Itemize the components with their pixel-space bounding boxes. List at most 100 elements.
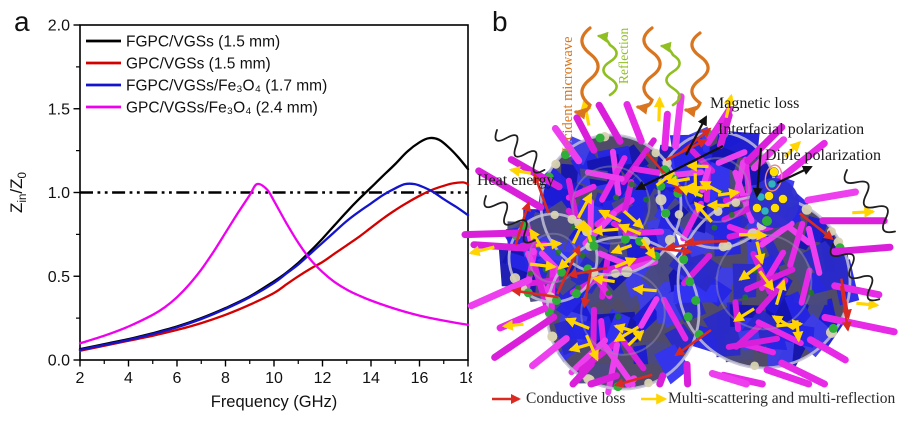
legend-label: GPC/VGSs (1.5 mm) xyxy=(126,56,271,73)
conductive-loss-arrow-icon xyxy=(798,212,834,241)
conductive-loss-arrow-icon xyxy=(679,127,712,154)
conductive-loss-arrow-icon xyxy=(840,285,852,332)
scatter-arrow-icon xyxy=(640,238,656,260)
vgs-rod xyxy=(605,342,620,396)
vgs-rod xyxy=(623,101,645,145)
conductive-loss-arrow-icon xyxy=(567,266,608,279)
fe3o4-dot xyxy=(635,236,645,246)
vgs-rod xyxy=(532,264,550,309)
scatter-arrow-icon xyxy=(783,140,802,158)
graphene-flake xyxy=(570,150,601,177)
heat-wave-icon xyxy=(843,169,896,234)
vgs-rod xyxy=(708,370,750,388)
microwave-wave-icon xyxy=(683,31,710,118)
vgs-rod xyxy=(715,149,748,166)
microwave-wave-icon xyxy=(635,26,662,115)
x-tick-label: 12 xyxy=(314,370,332,387)
fe3o4-dot xyxy=(579,252,586,259)
carbon-dot xyxy=(644,378,653,388)
x-tick-label: 4 xyxy=(124,370,133,387)
mechanism-illustration xyxy=(461,26,898,405)
scatter-arrow-icon xyxy=(610,243,633,255)
scatter-arrow-icon xyxy=(564,317,590,330)
interfacial-polarization-arrow-icon xyxy=(752,147,763,198)
fe3o4-dot xyxy=(661,208,671,218)
carbon-dot xyxy=(651,148,660,158)
scatter-arrow-icon xyxy=(723,93,735,119)
scatter-arrow-icon xyxy=(557,251,578,270)
scatter-arrow-icon xyxy=(623,209,645,229)
scatter-arrow-icon xyxy=(627,329,645,347)
conductive-loss-arrow-icon xyxy=(580,268,593,309)
y-axis-label-sub: 0 xyxy=(17,172,29,178)
scatter-arrow-icon xyxy=(571,220,585,244)
carbon-dot xyxy=(567,214,577,224)
scatter-arrow-icon xyxy=(655,171,675,187)
y-tick-label: 1.0 xyxy=(48,185,70,202)
scatter-arrow-icon xyxy=(852,206,876,218)
scatter-arrow-icon xyxy=(632,284,657,296)
dipole-charge-dot xyxy=(764,191,774,201)
scatter-arrow-icon xyxy=(529,228,545,251)
vgs-rod xyxy=(805,225,823,276)
fe3o4-dot xyxy=(685,277,695,287)
fe3o4-dot xyxy=(605,290,612,297)
carbon-dot xyxy=(664,234,676,246)
fe3o4-dot xyxy=(542,266,549,273)
scatter-arrow-icon xyxy=(617,223,642,236)
legend-label: FGPC/VGSs (1.5 mm) xyxy=(126,34,280,51)
fe3o4-dot xyxy=(612,194,619,201)
heat-wave-icon xyxy=(829,243,881,302)
vgs-rod xyxy=(787,220,806,269)
vgs-rod xyxy=(467,276,533,310)
heat-wave-icon xyxy=(494,129,546,174)
dipole-charge-dot xyxy=(760,206,770,216)
fe3o4-dot xyxy=(728,211,735,218)
legend-label: GPC/VGSs/Fe₃O₄ (2.4 mm) xyxy=(126,100,318,117)
fe3o4-dot xyxy=(711,224,718,231)
vgs-rod xyxy=(798,267,813,306)
vgs-rod xyxy=(529,335,570,370)
reflection-wave-icon xyxy=(659,41,681,107)
dipole-charge-dot xyxy=(770,203,780,213)
dipole-charge-dot xyxy=(752,203,762,213)
scatter-arrow-icon xyxy=(732,307,755,322)
graphene-flake xyxy=(563,136,592,166)
vgs-rod xyxy=(804,188,859,204)
vgs-rod xyxy=(660,296,689,342)
conductive-loss-arrow-icon xyxy=(684,237,728,248)
dipole-polarization-label: Diple polarization xyxy=(765,147,881,164)
vgs-rod xyxy=(683,361,692,388)
y-tick-label: 0.5 xyxy=(48,269,70,286)
scatter-arrow-icon xyxy=(738,263,762,281)
dipole-pair-outline xyxy=(764,164,783,192)
carbon-dot xyxy=(801,204,813,215)
scatter-arrow-icon xyxy=(530,260,557,272)
y-tick-label: 0.0 xyxy=(48,353,70,370)
scatter-arrow-icon xyxy=(683,182,712,194)
panel-a-label: a xyxy=(14,6,30,37)
vgs-rod xyxy=(656,372,667,388)
vgs-rod xyxy=(744,123,786,165)
interfacial-polarization-arrow-icon xyxy=(635,145,724,190)
x-tick-label: 2 xyxy=(76,370,85,387)
legend-label: FGPC/VGSs/Fe₃O₄ (1.7 mm) xyxy=(126,78,327,95)
fe3o4-dot xyxy=(828,323,838,333)
series-curve-0 xyxy=(78,136,470,351)
vgs-rod xyxy=(587,199,594,232)
conductive-loss-arrow-icon xyxy=(613,373,653,388)
scatter-arrow-icon xyxy=(468,245,495,257)
scatter-arrow-icon xyxy=(856,298,880,310)
carbon-dot xyxy=(713,206,723,216)
fe3o4-dot xyxy=(527,270,534,277)
vgs-rod xyxy=(830,243,894,256)
conductive-loss-arrow-icon xyxy=(510,286,559,299)
reflection-label: Reflection xyxy=(616,27,631,84)
x-tick-label: 18 xyxy=(459,370,472,387)
vgs-rod xyxy=(590,306,597,350)
incident-microwave-label: Incident microwave xyxy=(560,36,576,152)
scatter-arrow-icon xyxy=(585,334,599,362)
x-tick-label: 6 xyxy=(173,370,182,387)
y-axis-label-part: /Z xyxy=(7,178,26,193)
